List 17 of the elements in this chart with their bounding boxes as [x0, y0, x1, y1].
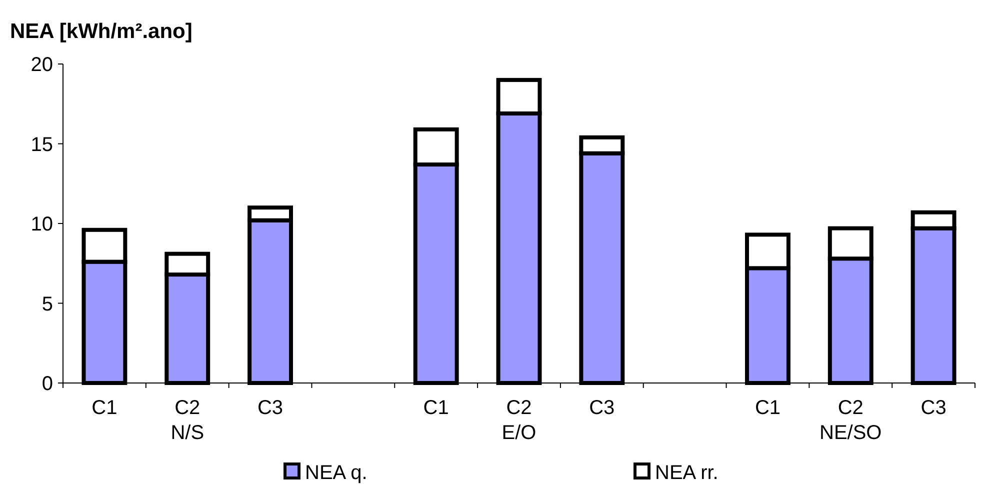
- legend-label: NEA rr.: [655, 462, 718, 484]
- x-tick-label: C3: [589, 397, 615, 419]
- x-tick-label: C2 N/S: [170, 397, 204, 444]
- x-tick-label: C2 NE/SO: [820, 397, 882, 444]
- y-tick-label: 15: [30, 134, 53, 156]
- legend-label: NEA q.: [305, 462, 368, 484]
- x-tick-label: C1: [754, 397, 781, 419]
- y-tick-label: 5: [42, 293, 53, 316]
- y-tick-label: 0: [42, 373, 53, 395]
- x-tick-label: C1: [92, 397, 118, 419]
- y-axis-title: NEA [kWh/m².ano]: [10, 20, 192, 43]
- y-tick-label: 20: [30, 54, 53, 76]
- x-tick-label: C3: [920, 397, 946, 419]
- y-tick-label: 10: [30, 214, 53, 236]
- x-tick-label: C1: [423, 397, 449, 419]
- x-tick-label: C3: [257, 397, 284, 419]
- x-tick-label: C2 E/O: [502, 397, 536, 444]
